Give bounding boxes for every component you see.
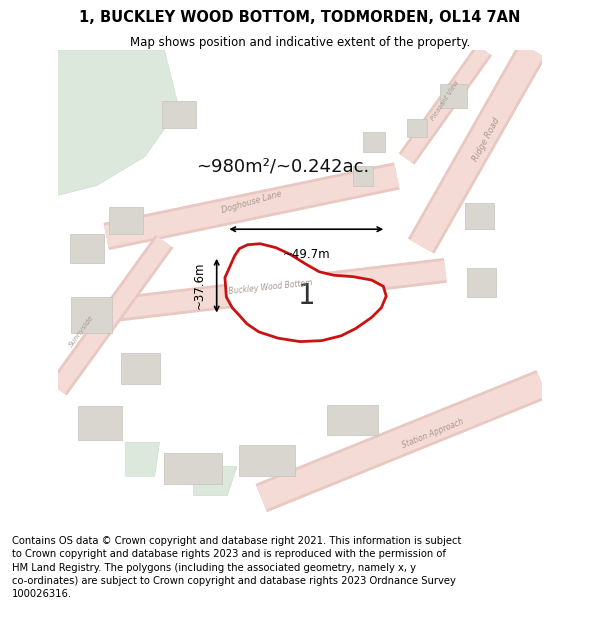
Polygon shape (164, 453, 223, 484)
Polygon shape (464, 202, 494, 229)
Text: Doghouse Lane: Doghouse Lane (220, 190, 283, 216)
Text: Ridge Road: Ridge Road (471, 116, 502, 163)
Text: 1: 1 (298, 282, 316, 310)
Text: Contains OS data © Crown copyright and database right 2021. This information is : Contains OS data © Crown copyright and d… (12, 536, 461, 599)
Polygon shape (109, 208, 143, 234)
Polygon shape (162, 101, 196, 127)
Polygon shape (353, 166, 373, 186)
Text: ~37.6m: ~37.6m (193, 262, 206, 309)
Polygon shape (58, 50, 179, 195)
Polygon shape (225, 244, 386, 342)
Text: ~49.7m: ~49.7m (283, 248, 330, 261)
Polygon shape (363, 132, 385, 152)
Text: Sunnyside: Sunnyside (68, 314, 95, 348)
Polygon shape (467, 268, 496, 297)
Polygon shape (125, 442, 160, 476)
Polygon shape (70, 234, 104, 263)
Polygon shape (71, 297, 112, 333)
Polygon shape (407, 119, 427, 137)
Text: Map shows position and indicative extent of the property.: Map shows position and indicative extent… (130, 36, 470, 49)
Text: ~980m²/~0.242ac.: ~980m²/~0.242ac. (196, 158, 369, 175)
Text: Pleasant View: Pleasant View (430, 80, 460, 122)
Text: Station Approach: Station Approach (401, 417, 466, 450)
Polygon shape (326, 404, 377, 435)
Polygon shape (440, 84, 467, 108)
Polygon shape (239, 445, 295, 476)
Polygon shape (78, 406, 122, 440)
Text: 1, BUCKLEY WOOD BOTTOM, TODMORDEN, OL14 7AN: 1, BUCKLEY WOOD BOTTOM, TODMORDEN, OL14 … (79, 10, 521, 25)
Text: Buckley Wood Bottom: Buckley Wood Bottom (229, 279, 313, 296)
Polygon shape (193, 466, 237, 496)
Polygon shape (121, 352, 160, 384)
